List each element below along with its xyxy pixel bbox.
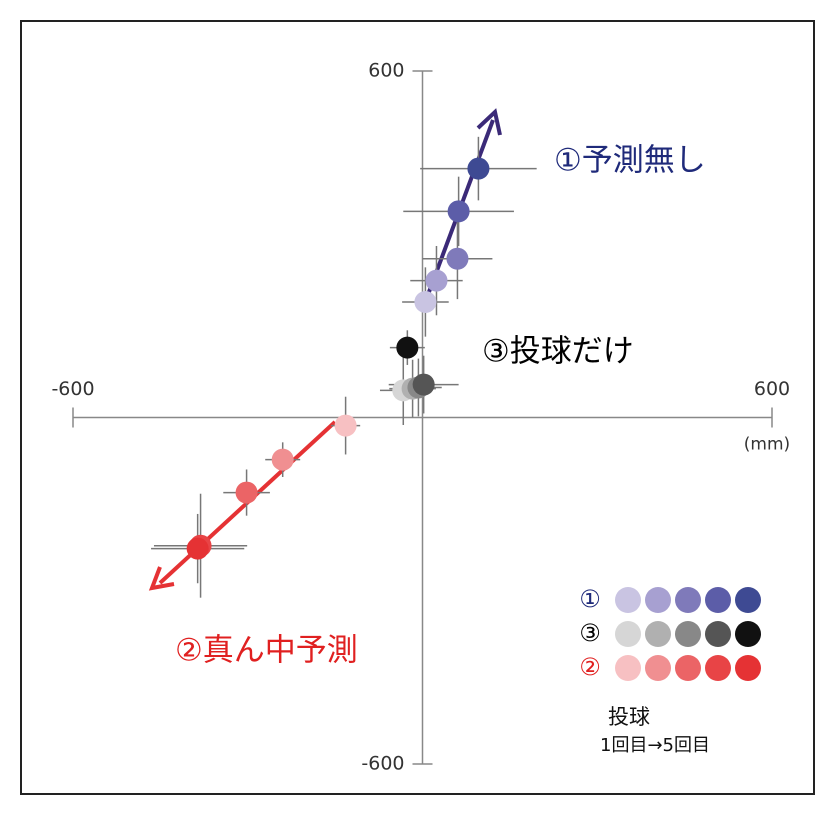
point <box>412 373 435 396</box>
point <box>186 537 209 560</box>
legend-swatch <box>615 587 641 613</box>
legend-swatch <box>705 621 731 647</box>
x-tick-label: 600 <box>754 378 790 400</box>
legend-swatch <box>615 655 641 681</box>
legend-label: ③ <box>579 619 601 647</box>
y-tick-label: -600 <box>361 753 404 775</box>
legend-swatch <box>705 655 731 681</box>
point <box>414 291 437 313</box>
legend-title: 投球 <box>608 705 650 729</box>
legend-label: ② <box>579 653 601 681</box>
legend-swatch <box>645 621 671 647</box>
legend-swatch <box>645 655 671 681</box>
legend-swatch <box>615 621 641 647</box>
legend-swatch <box>735 587 761 613</box>
legend-swatch <box>705 587 731 613</box>
annotation: ③投球だけ <box>482 334 634 370</box>
point <box>425 269 448 292</box>
annotation: ①予測無し <box>554 143 706 179</box>
legend-swatch <box>675 655 701 681</box>
y-tick-label: 600 <box>368 60 404 82</box>
x-tick-label: -600 <box>51 378 94 400</box>
legend-swatch <box>675 621 701 647</box>
point <box>235 481 258 504</box>
point <box>447 200 470 223</box>
point <box>446 247 469 270</box>
arrow-head <box>476 108 502 136</box>
point <box>271 448 294 471</box>
arrow-head <box>148 566 175 591</box>
x-unit: (mm) <box>744 435 790 455</box>
legend-swatch <box>645 587 671 613</box>
point <box>334 414 357 437</box>
legend-label: ① <box>579 585 601 613</box>
annotation: ②真ん中予測 <box>175 633 358 669</box>
legend-swatch <box>735 655 761 681</box>
point <box>396 336 419 359</box>
legend-title: 1回目→5回目 <box>600 735 710 756</box>
legend-swatch <box>675 587 701 613</box>
legend-swatch <box>735 621 761 647</box>
point <box>467 157 490 180</box>
